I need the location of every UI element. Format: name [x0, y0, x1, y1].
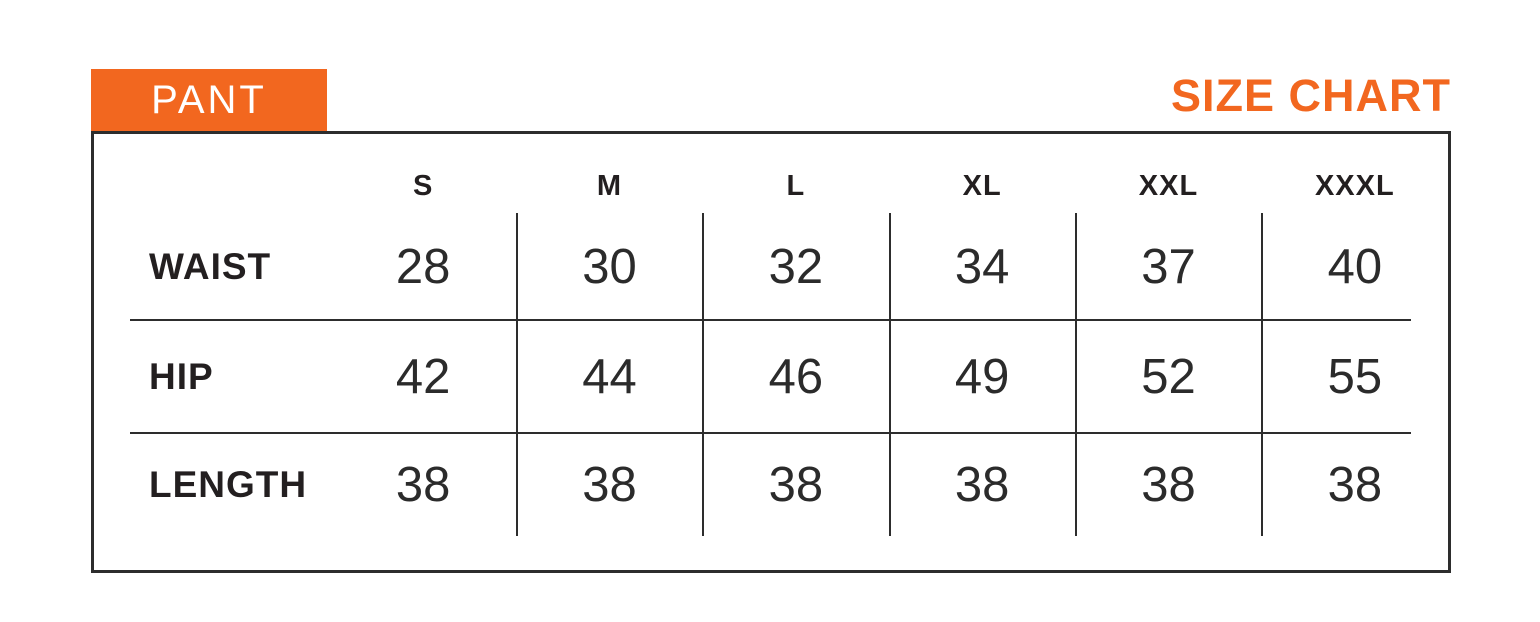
column-divider: [1075, 213, 1077, 536]
cell-hip-xxxl: 55: [1327, 349, 1383, 404]
cell-waist-xl: 34: [954, 240, 1010, 294]
column-divider: [702, 213, 704, 536]
column-header-xxl: XXL: [1138, 169, 1199, 202]
cell-hip-s: 42: [395, 349, 451, 404]
cell-hip-xl: 49: [954, 349, 1010, 404]
pant-tab: PANT: [91, 69, 327, 132]
cell-waist-xxxl: 40: [1327, 240, 1383, 294]
pant-tab-label: PANT: [151, 78, 267, 122]
cell-length-xl: 38: [954, 458, 1010, 512]
cell-hip-xxl: 52: [1141, 349, 1196, 404]
column-header-xxxl: XXXL: [1314, 169, 1395, 202]
cell-length-xxxl: 38: [1327, 458, 1383, 512]
cell-length-m: 38: [582, 458, 637, 512]
cell-hip-m: 44: [582, 349, 637, 404]
row-divider: [130, 319, 1411, 321]
corner-cell: [94, 134, 330, 214]
column-divider: [889, 213, 891, 536]
size-table: S M L XL XXL XXXL WAIST 28 30 32 34 37 4…: [91, 131, 1451, 573]
row-label-hip: HIP: [149, 355, 214, 397]
cell-waist-xxl: 37: [1141, 240, 1196, 294]
column-divider: [1261, 213, 1263, 536]
column-divider: [516, 213, 518, 536]
column-header-m: M: [596, 169, 623, 202]
cell-length-xxl: 38: [1141, 458, 1196, 512]
row-divider: [130, 432, 1411, 434]
cell-length-s: 38: [395, 458, 451, 512]
row-label-length: LENGTH: [149, 464, 308, 505]
cell-length-l: 38: [768, 458, 824, 512]
row-label-waist: WAIST: [149, 246, 272, 287]
column-header-xl: XL: [962, 169, 1002, 202]
cell-waist-m: 30: [582, 240, 637, 294]
cell-waist-s: 28: [395, 240, 451, 294]
cell-waist-l: 32: [768, 240, 824, 294]
column-header-l: L: [786, 169, 806, 202]
size-chart-title: SIZE CHART: [1171, 70, 1451, 121]
size-table-grid: S M L XL XXL XXXL WAIST 28 30 32 34 37 4…: [94, 134, 1448, 537]
cell-hip-l: 46: [768, 349, 824, 404]
column-header-s: S: [412, 169, 434, 202]
